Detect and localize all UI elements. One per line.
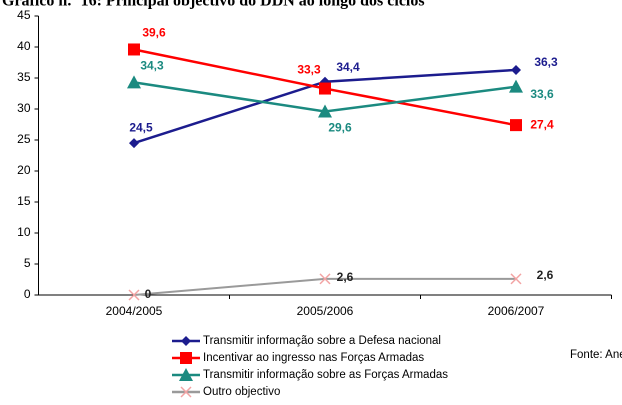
marker <box>128 43 140 56</box>
chart-title: Gráfico n.º 16: Principal objectivo do D… <box>2 0 425 10</box>
y-tick-label: 40 <box>17 39 31 53</box>
y-tick-label: 10 <box>17 225 31 239</box>
marker <box>180 386 192 398</box>
marker <box>510 119 522 132</box>
data-label: 2,6 <box>337 270 354 284</box>
marker <box>509 79 523 93</box>
legend-label: Transmitir informação sobre a Defesa nac… <box>203 335 441 347</box>
legend-label: Outro objectivo <box>203 386 280 398</box>
marker <box>319 82 331 95</box>
marker <box>129 138 139 149</box>
data-label: 33,3 <box>297 63 321 77</box>
marker <box>511 64 521 75</box>
marker <box>319 273 331 285</box>
data-label: 39,6 <box>142 26 166 40</box>
data-label: 34,4 <box>336 60 360 74</box>
marker <box>181 336 191 346</box>
y-tick-label: 35 <box>17 70 31 84</box>
data-label: 36,3 <box>534 55 558 69</box>
source-note: Fonte: Anexo <box>570 349 622 361</box>
data-label: 24,5 <box>129 120 153 134</box>
data-label: 0 <box>145 287 152 301</box>
marker <box>128 289 140 301</box>
y-tick-label: 5 <box>24 256 31 270</box>
y-tick-label: 0 <box>24 287 31 301</box>
marker <box>318 104 332 118</box>
marker <box>179 368 193 381</box>
marker <box>127 75 141 89</box>
y-tick-label: 45 <box>17 8 31 22</box>
data-label: 34,3 <box>140 59 164 73</box>
marker <box>180 352 192 364</box>
y-tick-label: 30 <box>17 101 31 115</box>
data-label: 29,6 <box>328 121 352 135</box>
y-tick-label: 20 <box>17 163 31 177</box>
y-tick-label: 15 <box>17 194 31 208</box>
data-label: 27,4 <box>530 117 554 131</box>
data-label: 33,6 <box>530 87 554 101</box>
marker <box>510 273 522 285</box>
x-tick-label: 2004/2005 <box>106 304 163 318</box>
legend-label: Transmitir informação sobre as Forças Ar… <box>203 369 448 381</box>
y-tick-label: 25 <box>17 132 31 146</box>
data-label: 2,6 <box>537 268 554 282</box>
series-line <box>133 277 516 296</box>
x-tick-label: 2006/2007 <box>488 304 545 318</box>
x-tick-label: 2005/2006 <box>297 304 354 318</box>
legend-label: Incentivar ao ingresso nas Forças Armada… <box>203 352 424 364</box>
